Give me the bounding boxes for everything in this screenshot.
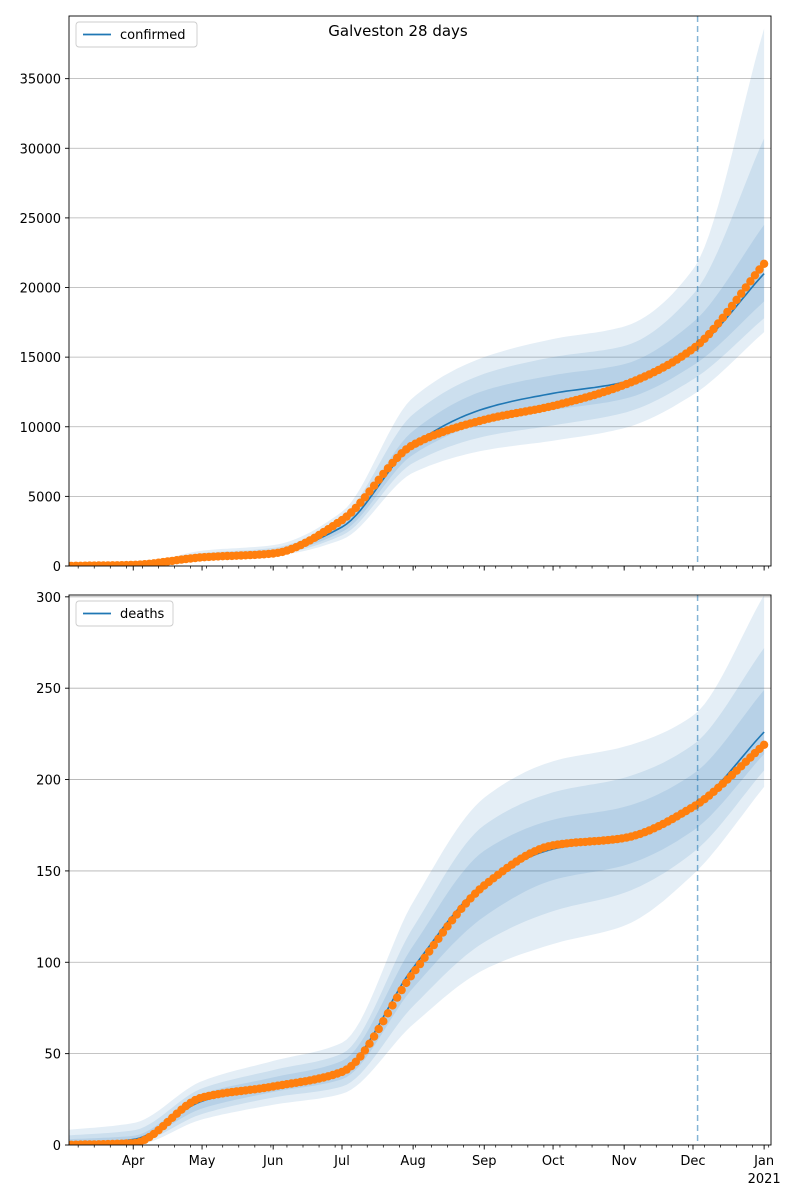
observed-point: [755, 265, 764, 274]
observed-point: [379, 469, 388, 479]
observed-point: [750, 271, 760, 280]
observed-point: [402, 978, 411, 988]
legend-label: confirmed: [120, 28, 186, 43]
observed-point: [411, 966, 420, 975]
y-tick-label: 25000: [20, 212, 61, 227]
y-tick-label: 50: [44, 1048, 61, 1063]
observed-point: [727, 301, 737, 311]
observed-point: [429, 940, 438, 950]
observed-point: [406, 972, 415, 981]
observed-point: [746, 277, 755, 286]
plot-frame: [68, 15, 772, 567]
legend-box: [75, 21, 198, 48]
observed-point: [365, 1039, 374, 1048]
observed-point: [360, 1046, 370, 1055]
deaths-panel: 0 50 100 150 200 250 300 Apr May Jun Jul Aug Sep Oct N…: [36, 591, 774, 1169]
confidence-band: [69, 595, 765, 1145]
observed-point: [392, 993, 402, 1002]
y-tick-label: 0: [53, 1139, 61, 1154]
y-tick-label: 15000: [20, 351, 61, 366]
legend: deaths: [75, 600, 174, 627]
legend-box: [75, 600, 174, 627]
y-tick-label: 5000: [28, 490, 61, 505]
confidence-band: [69, 138, 765, 566]
observed-point: [365, 487, 374, 496]
observed-point: [425, 947, 434, 956]
y-tick-label: 0: [53, 560, 61, 575]
observed-point: [723, 307, 732, 317]
y-tick-label: 20000: [20, 282, 61, 297]
chart-title: Galveston 28 days: [328, 22, 468, 40]
observed-point: [374, 1024, 383, 1034]
y-tick-label: 200: [36, 774, 61, 789]
x-tick-label: Sep: [472, 1154, 497, 1169]
y-tick-label: 10000: [20, 421, 61, 436]
observed-point: [397, 985, 406, 995]
observed-point: [714, 319, 723, 328]
x-tick-label: Nov: [611, 1154, 637, 1169]
observed-point: [447, 916, 457, 925]
observed-point: [759, 740, 769, 749]
x-tick-label: Oct: [542, 1154, 564, 1169]
observed-point: [438, 928, 448, 937]
observed-point: [374, 475, 383, 484]
observed-point: [369, 1032, 379, 1041]
x-tick-label: Dec: [680, 1154, 705, 1169]
observed-point: [415, 959, 425, 969]
observed-point: [732, 295, 741, 304]
confidence-band: [69, 224, 765, 566]
observed-point: [741, 283, 750, 292]
y-tick-label: 150: [36, 865, 61, 880]
confidence-band: [69, 28, 765, 566]
x-axis-year-label: 2021: [748, 1172, 781, 1187]
observed-point: [379, 1017, 388, 1026]
observed-point: [356, 1052, 365, 1061]
confirmed-panel: 0 5000 10000 15000 20000 25000 30000 35000 Galve…: [20, 15, 772, 575]
y-tick-label: 300: [36, 591, 61, 606]
observed-point: [759, 259, 769, 268]
y-tick-label: 30000: [20, 142, 61, 157]
legend: confirmed: [75, 21, 198, 48]
y-tick-label: 100: [36, 956, 61, 971]
x-tick-label: Jun: [262, 1154, 283, 1169]
observed-point: [383, 1009, 393, 1018]
x-tick-label: May: [189, 1154, 216, 1169]
observed-point: [443, 922, 452, 931]
observed-point: [420, 953, 429, 962]
observed-point: [737, 289, 746, 298]
x-tick-label: Jan: [753, 1154, 774, 1169]
observed-point: [369, 481, 379, 490]
x-tick-label: Apr: [122, 1154, 145, 1169]
observed-point: [718, 313, 727, 322]
observed-point: [360, 493, 370, 502]
plot-frame: [68, 594, 772, 1146]
observed-point: [709, 324, 718, 334]
x-tick-label: Aug: [400, 1154, 425, 1169]
x-tick-label: Jul: [333, 1154, 350, 1169]
y-tick-label: 35000: [20, 73, 61, 88]
legend-label: deaths: [120, 607, 165, 622]
observed-point: [388, 1001, 397, 1010]
observed-point: [434, 934, 443, 943]
y-tick-label: 250: [36, 682, 61, 697]
observed-point: [452, 910, 461, 919]
